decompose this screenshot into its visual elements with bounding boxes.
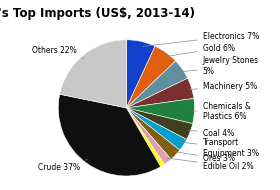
Wedge shape	[126, 78, 194, 108]
Wedge shape	[126, 98, 195, 124]
Text: Crude 37%: Crude 37%	[38, 160, 87, 172]
Text: India's Top Imports (US$, 2013-14): India's Top Imports (US$, 2013-14)	[0, 7, 195, 20]
Wedge shape	[60, 40, 126, 108]
Wedge shape	[126, 108, 164, 167]
Wedge shape	[126, 108, 187, 150]
Wedge shape	[126, 108, 171, 164]
Text: Jewelry Stones
5%: Jewelry Stones 5%	[181, 56, 259, 76]
Wedge shape	[126, 40, 155, 108]
Wedge shape	[126, 46, 176, 108]
Text: Electronics 7%: Electronics 7%	[143, 32, 259, 46]
Wedge shape	[126, 61, 188, 108]
Text: Coal 4%: Coal 4%	[188, 129, 234, 138]
Text: Machinery 5%: Machinery 5%	[189, 82, 257, 91]
Text: Ores 3%: Ores 3%	[174, 152, 235, 163]
Text: Edible Oil 2%: Edible Oil 2%	[167, 158, 253, 171]
Wedge shape	[58, 94, 161, 176]
Text: Gold 6%: Gold 6%	[166, 44, 235, 57]
Text: Others 22%: Others 22%	[32, 46, 84, 59]
Text: Chemicals &
Plastics 6%: Chemicals & Plastics 6%	[192, 102, 251, 121]
Wedge shape	[126, 108, 193, 139]
Wedge shape	[126, 108, 180, 159]
Text: Transport
Equipment 3%: Transport Equipment 3%	[182, 138, 259, 158]
